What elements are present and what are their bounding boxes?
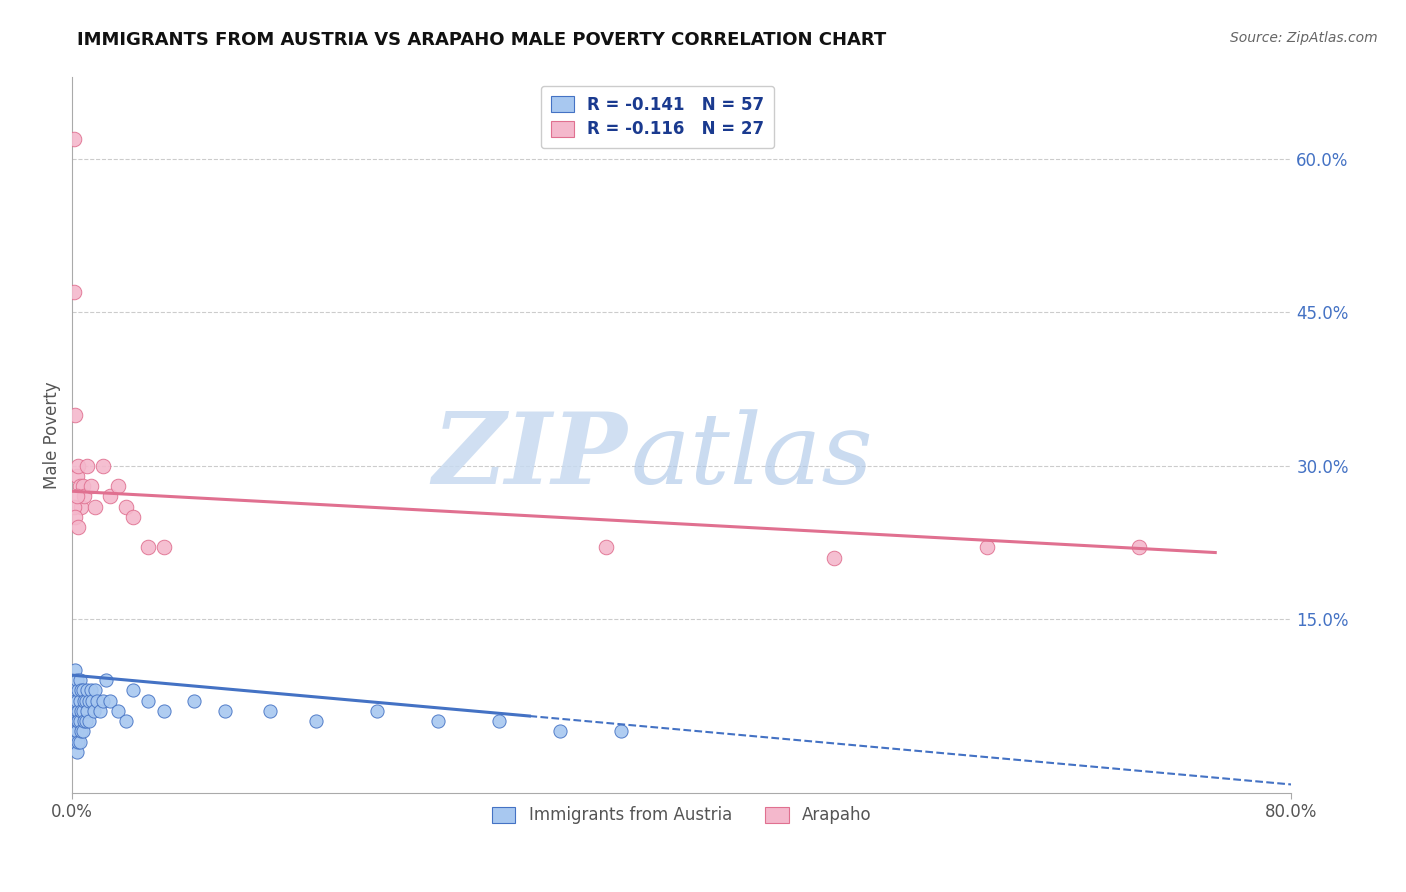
- Point: [152, 704, 174, 718]
- Point: [107, 479, 129, 493]
- Point: [66, 724, 89, 739]
- Point: [70, 724, 93, 739]
- Point: [138, 541, 160, 555]
- Point: [79, 479, 101, 493]
- Point: [976, 541, 998, 555]
- Point: [67, 683, 90, 698]
- Point: [152, 541, 174, 555]
- Point: [91, 458, 114, 473]
- Point: [66, 694, 89, 708]
- Point: [75, 694, 97, 708]
- Point: [62, 704, 84, 718]
- Point: [69, 714, 91, 728]
- Point: [72, 704, 94, 718]
- Point: [62, 132, 84, 146]
- Point: [70, 500, 93, 514]
- Y-axis label: Male Poverty: Male Poverty: [44, 381, 60, 489]
- Point: [69, 673, 91, 688]
- Point: [66, 714, 89, 728]
- Point: [66, 673, 89, 688]
- Point: [89, 704, 111, 718]
- Point: [75, 714, 97, 728]
- Text: ZIP: ZIP: [432, 409, 627, 505]
- Point: [138, 694, 160, 708]
- Point: [122, 509, 145, 524]
- Point: [77, 694, 100, 708]
- Point: [80, 694, 103, 708]
- Point: [70, 683, 93, 698]
- Point: [91, 694, 114, 708]
- Point: [70, 704, 93, 718]
- Point: [366, 704, 388, 718]
- Point: [69, 479, 91, 493]
- Point: [76, 704, 98, 718]
- Point: [98, 694, 121, 708]
- Point: [62, 500, 84, 514]
- Point: [66, 745, 89, 759]
- Point: [72, 683, 94, 698]
- Text: atlas: atlas: [631, 409, 873, 504]
- Point: [83, 704, 105, 718]
- Point: [548, 724, 571, 739]
- Point: [76, 683, 98, 698]
- Point: [823, 550, 845, 565]
- Point: [77, 714, 100, 728]
- Point: [86, 694, 108, 708]
- Point: [66, 489, 89, 503]
- Point: [122, 683, 145, 698]
- Point: [65, 714, 87, 728]
- Point: [488, 714, 510, 728]
- Point: [183, 694, 205, 708]
- Point: [72, 724, 94, 739]
- Point: [67, 704, 90, 718]
- Text: Source: ZipAtlas.com: Source: ZipAtlas.com: [1230, 31, 1378, 45]
- Point: [427, 714, 450, 728]
- Point: [62, 683, 84, 698]
- Point: [1128, 541, 1150, 555]
- Point: [67, 520, 90, 534]
- Point: [67, 714, 90, 728]
- Point: [73, 489, 96, 503]
- Point: [65, 509, 87, 524]
- Point: [62, 285, 84, 299]
- Point: [67, 458, 90, 473]
- Point: [305, 714, 328, 728]
- Point: [66, 469, 89, 483]
- Point: [84, 683, 107, 698]
- Legend: Immigrants from Austria, Arapaho: Immigrants from Austria, Arapaho: [482, 797, 882, 834]
- Point: [107, 704, 129, 718]
- Point: [67, 734, 90, 748]
- Point: [259, 704, 281, 718]
- Point: [214, 704, 236, 718]
- Point: [65, 663, 87, 677]
- Point: [65, 694, 87, 708]
- Point: [62, 724, 84, 739]
- Point: [65, 734, 87, 748]
- Point: [72, 479, 94, 493]
- Point: [610, 724, 633, 739]
- Point: [69, 694, 91, 708]
- Point: [73, 694, 96, 708]
- Point: [65, 408, 87, 422]
- Point: [114, 714, 136, 728]
- Point: [79, 683, 101, 698]
- Text: IMMIGRANTS FROM AUSTRIA VS ARAPAHO MALE POVERTY CORRELATION CHART: IMMIGRANTS FROM AUSTRIA VS ARAPAHO MALE …: [77, 31, 887, 49]
- Point: [98, 489, 121, 503]
- Point: [76, 458, 98, 473]
- Point: [595, 541, 617, 555]
- Point: [114, 500, 136, 514]
- Point: [94, 673, 117, 688]
- Point: [73, 714, 96, 728]
- Point: [84, 500, 107, 514]
- Point: [69, 734, 91, 748]
